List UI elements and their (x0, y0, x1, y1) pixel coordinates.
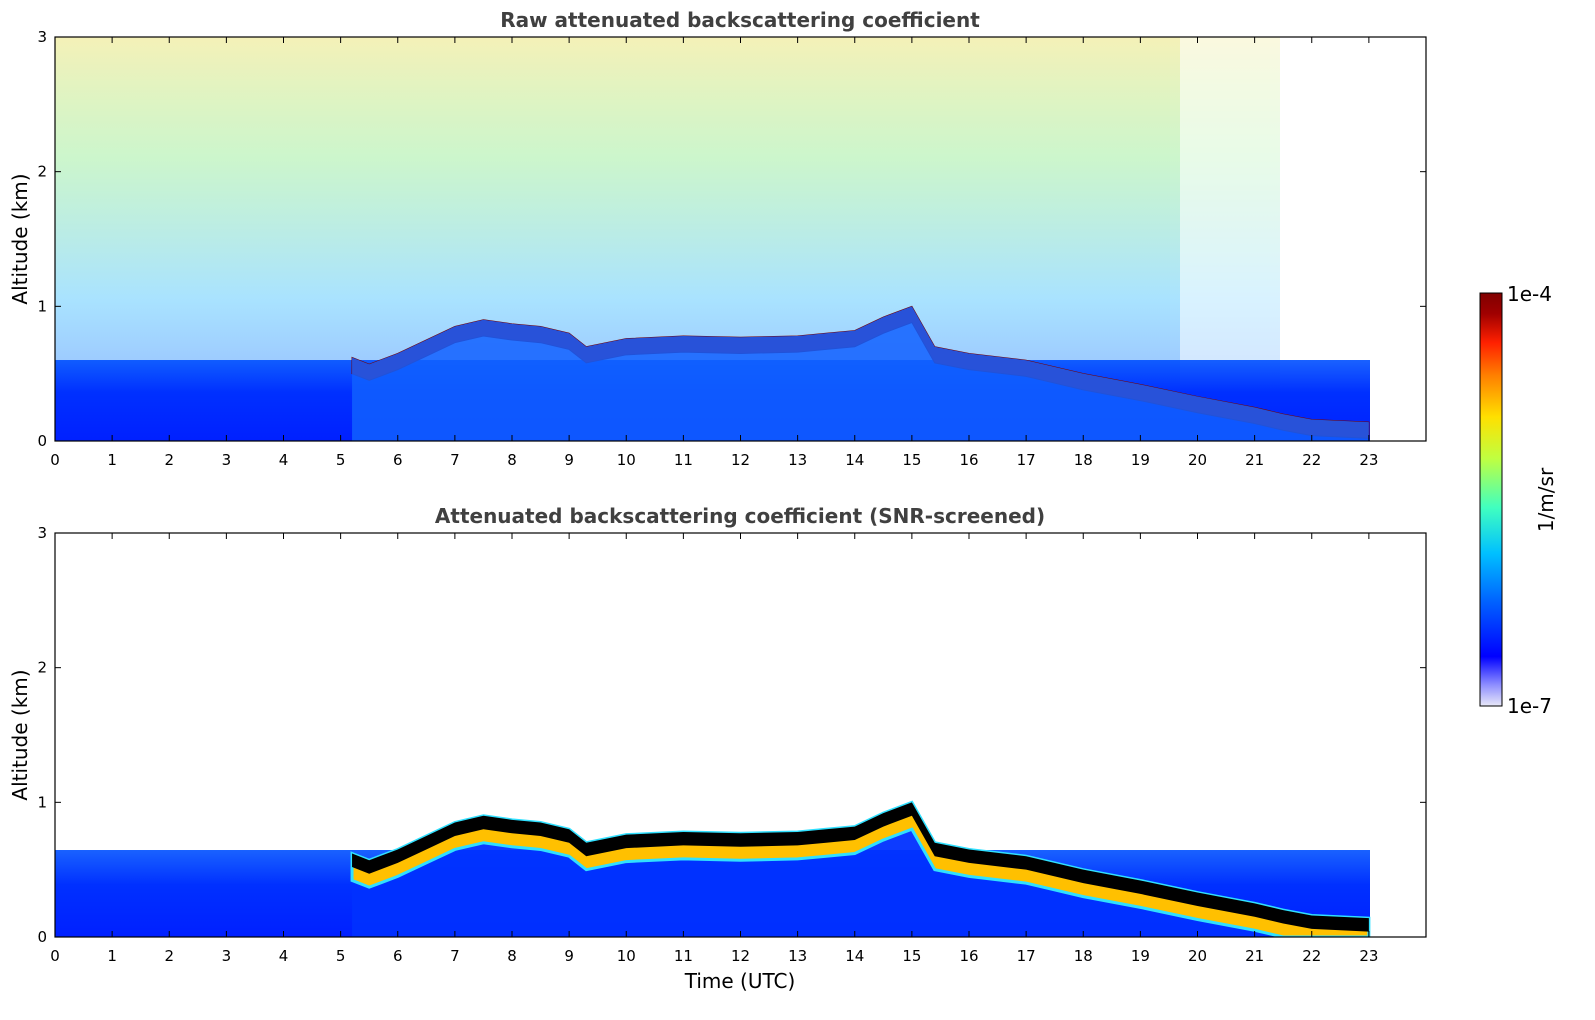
x-tick-label: 1 (107, 451, 117, 469)
x-tick-label: 17 (1017, 451, 1036, 469)
x-tick-label: 0 (50, 947, 60, 965)
top-title: Raw attenuated backscattering coefficien… (500, 8, 980, 32)
x-tick-label: 13 (788, 947, 807, 965)
x-tick-label: 22 (1302, 451, 1321, 469)
bottom-cloud-layer (352, 802, 1369, 932)
x-tick-label: 23 (1359, 451, 1378, 469)
top-x-ticks: 0 1 2 3 4 5 6 7 8 9 10 11 12 13 14 15 16 17 18 19 20 21 22 23 (50, 37, 1378, 469)
x-tick-label: 1 (107, 947, 117, 965)
colorbar-unit-label: 1/m/sr (1534, 467, 1558, 532)
x-tick-label: 2 (164, 947, 174, 965)
y-tick-label: 3 (37, 28, 47, 46)
x-tick-label: 9 (564, 947, 574, 965)
y-tick-label: 2 (37, 659, 47, 677)
colorbar-gradient (1479, 292, 1503, 707)
bottom-heatmap (55, 800, 1371, 937)
top-y-ticks: 0 1 2 3 (37, 28, 1426, 450)
x-tick-label: 17 (1017, 947, 1036, 965)
x-tick-label: 14 (845, 451, 864, 469)
colorbar-min-label: 1e-7 (1507, 694, 1552, 718)
x-tick-label: 11 (674, 947, 693, 965)
y-tick-label: 1 (37, 297, 47, 315)
x-tick-label: 16 (959, 947, 978, 965)
top-heatmap (55, 37, 1370, 441)
x-tick-label: 21 (1245, 451, 1264, 469)
bottom-panel: Attenuated backscattering coefficient (S… (8, 504, 1427, 993)
x-tick-label: 8 (507, 947, 517, 965)
x-tick-label: 2 (164, 451, 174, 469)
x-tick-label: 8 (507, 451, 517, 469)
x-tick-label: 23 (1359, 947, 1378, 965)
bottom-y-label: Altitude (km) (8, 669, 32, 800)
y-tick-label: 0 (37, 432, 47, 450)
x-tick-label: 3 (222, 451, 232, 469)
x-tick-label: 19 (1131, 451, 1150, 469)
x-tick-label: 18 (1074, 451, 1093, 469)
top-below-layer-fill (352, 306, 1369, 441)
x-tick-label: 21 (1245, 947, 1264, 965)
bottom-x-ticks: 0 1 2 3 4 5 6 7 8 9 10 11 12 13 14 15 16 17 18 19 20 21 22 23 (50, 533, 1378, 965)
x-tick-label: 19 (1131, 947, 1150, 965)
x-tick-label: 15 (902, 947, 921, 965)
x-tick-label: 16 (959, 451, 978, 469)
top-panel: Raw attenuated backscattering coefficien… (8, 8, 1427, 469)
bottom-y-ticks: 0 1 2 3 (37, 524, 1426, 946)
y-tick-label: 1 (37, 793, 47, 811)
x-tick-label: 11 (674, 451, 693, 469)
x-tick-label: 15 (902, 451, 921, 469)
x-tick-label: 20 (1188, 451, 1207, 469)
colorbar-max-label: 1e-4 (1507, 282, 1552, 306)
x-tick-label: 22 (1302, 947, 1321, 965)
bottom-title: Attenuated backscattering coefficient (S… (435, 504, 1045, 528)
x-tick-label: 12 (731, 451, 750, 469)
bottom-x-label: Time (UTC) (684, 969, 796, 993)
y-tick-label: 0 (37, 928, 47, 946)
x-tick-label: 13 (788, 451, 807, 469)
top-y-label: Altitude (km) (8, 173, 32, 304)
x-tick-label: 10 (617, 451, 636, 469)
x-tick-label: 5 (336, 947, 346, 965)
x-tick-label: 0 (50, 451, 60, 469)
y-tick-label: 2 (37, 163, 47, 181)
x-tick-label: 6 (393, 451, 403, 469)
x-tick-label: 12 (731, 947, 750, 965)
x-tick-label: 7 (450, 947, 460, 965)
y-tick-label: 3 (37, 524, 47, 542)
x-tick-label: 4 (279, 947, 289, 965)
x-tick-label: 4 (279, 451, 289, 469)
x-tick-label: 5 (336, 451, 346, 469)
x-tick-label: 18 (1074, 947, 1093, 965)
x-tick-label: 14 (845, 947, 864, 965)
x-tick-label: 7 (450, 451, 460, 469)
x-tick-label: 20 (1188, 947, 1207, 965)
x-tick-label: 9 (564, 451, 574, 469)
x-tick-label: 3 (222, 947, 232, 965)
colorbar: 1e-4 1e-7 1/m/sr (1479, 282, 1558, 718)
x-tick-label: 6 (393, 947, 403, 965)
x-tick-label: 10 (617, 947, 636, 965)
